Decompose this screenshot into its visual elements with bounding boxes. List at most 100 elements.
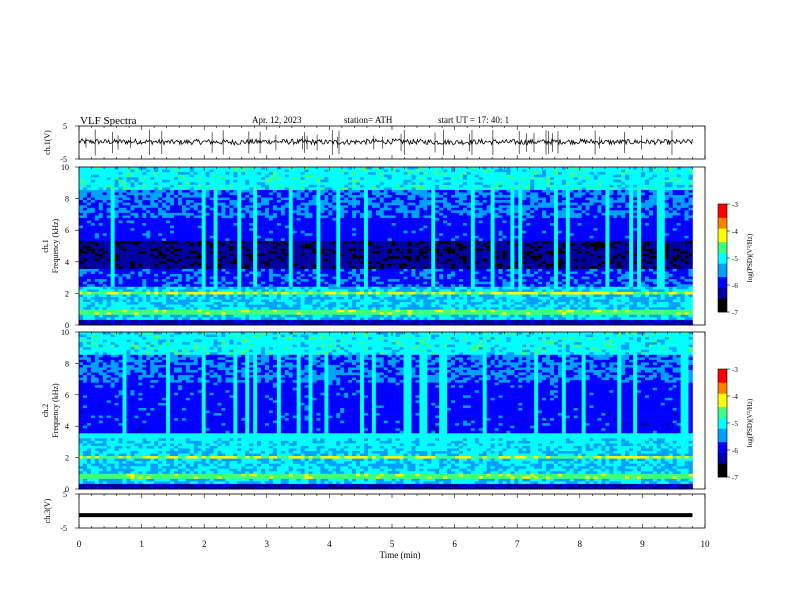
colorbar-swatch — [718, 382, 727, 386]
xtick-label: 6 — [452, 539, 457, 549]
colorbar-swatch — [718, 244, 727, 248]
figure-title: VLF Spectra — [80, 115, 137, 127]
colorbar-swatch — [718, 222, 727, 226]
ch3-waveform-frame — [78, 493, 706, 529]
colorbar-swatch — [718, 431, 727, 435]
xtick-label: 5 — [390, 539, 395, 549]
colorbar-swatch — [718, 409, 727, 413]
colorbar-swatch — [718, 385, 727, 389]
x-axis-label: Time (min) — [380, 550, 421, 560]
waveform-trace — [78, 137, 693, 146]
spectrogram-cells — [79, 167, 693, 326]
colorbar-tick-label: -3 — [732, 201, 738, 209]
date-label: Apr. 12, 2023 — [252, 115, 302, 125]
colorbar-swatch — [718, 471, 727, 475]
colorbar-swatch — [718, 274, 727, 278]
xtick-label: 1 — [139, 539, 144, 549]
colorbar-swatch — [718, 393, 727, 397]
colorbar-swatch — [718, 239, 727, 243]
xtick-label: 9 — [640, 539, 645, 549]
ytick-label: 10 — [61, 163, 69, 172]
colorbar-swatch — [718, 303, 727, 307]
colorbar-swatch — [718, 436, 727, 440]
colorbar-swatch — [718, 412, 727, 416]
colorbar-swatch — [718, 309, 727, 313]
colorbar-swatch — [718, 417, 727, 421]
colorbar-swatch — [718, 206, 727, 210]
colorbar-swatch — [718, 266, 727, 270]
colorbar-swatch — [718, 204, 727, 207]
colorbar-swatch — [718, 217, 727, 221]
colorbar-tick-label: -3 — [732, 366, 738, 374]
xtick-label: 8 — [578, 539, 583, 549]
ytick-label: 6 — [65, 391, 69, 400]
y-axis-label: ch.1(V) — [43, 130, 52, 155]
colorbar-swatch — [718, 233, 727, 237]
colorbar-swatch — [718, 460, 727, 464]
colorbar-swatch — [718, 231, 727, 234]
colorbar-swatch — [718, 455, 727, 459]
colorbar-swatch — [718, 258, 727, 261]
colorbar-swatch — [718, 285, 727, 288]
colorbar-swatch — [718, 463, 727, 467]
colorbar-swatch — [718, 287, 727, 291]
colorbar-swatch — [718, 406, 727, 410]
colorbar-swatch — [718, 371, 727, 375]
ytick-label: 5 — [63, 490, 67, 499]
colorbar-swatch — [718, 295, 727, 299]
ytick-label: 8 — [65, 359, 69, 368]
colorbar-swatch — [718, 290, 727, 294]
colorbar-swatch — [718, 374, 727, 378]
colorbar-swatch — [718, 255, 727, 259]
colorbar-swatch — [718, 241, 727, 245]
colorbar-swatch — [718, 452, 727, 456]
colorbar-swatch — [718, 268, 727, 272]
colorbar-tick-label: -6 — [732, 282, 738, 290]
colorbar-tick-label: -6 — [732, 447, 738, 455]
colorbar-swatch — [718, 228, 727, 232]
colorbar-swatch — [718, 458, 727, 462]
colorbar-swatch — [718, 282, 727, 286]
colorbar-swatch — [718, 433, 727, 437]
colorbar-swatch — [718, 423, 727, 426]
colorbar-swatch — [718, 279, 727, 283]
colorbar-swatch — [718, 447, 727, 451]
time-axis: 0 1 2 3 4 5 6 7 8 9 10 — [77, 539, 710, 549]
colorbar-label: log(PSD)(V²/Hz) — [746, 398, 754, 447]
ytick-label: 0 — [65, 321, 69, 330]
colorbar-swatch — [718, 401, 727, 405]
y-axis-label-channel: ch.2 — [41, 404, 50, 418]
start-time-label: start UT = 17: 40: 1 — [438, 115, 509, 125]
colorbar-swatch — [718, 441, 727, 445]
colorbar-swatch — [718, 377, 727, 381]
colorbar-swatch — [718, 276, 727, 280]
colorbar-swatch — [718, 236, 727, 240]
colorbar-swatch — [718, 225, 727, 229]
ch1-spectrogram-panel: 0 2 4 6 8 10 ch.1 Frequency (kHz) — [41, 163, 706, 330]
ch3-waveform-panel: 5 -5 ch.3(V) — [43, 490, 706, 533]
spectrogram-cells — [79, 332, 693, 490]
colorbar-swatch — [718, 420, 727, 424]
y-axis-label-frequency: Frequency (kHz) — [51, 383, 60, 438]
colorbar-swatch — [718, 387, 727, 391]
ytick-label: 4 — [65, 258, 69, 267]
colorbar-label: log(PSD)(V²/Hz) — [746, 233, 754, 282]
colorbar-swatch — [718, 293, 727, 297]
colorbar-swatch — [718, 425, 727, 429]
colorbar-tick-label: -5 — [732, 255, 738, 263]
colorbar-swatch — [718, 209, 727, 213]
colorbar-ch2: -3 -4 -5 -6 -7 log(PSD)(V²/Hz) — [717, 366, 754, 482]
ytick-label: 6 — [65, 226, 69, 235]
colorbar-ch1: -3 -4 -5 -6 -7 log(PSD)(V²/Hz) — [717, 201, 754, 317]
colorbar-swatch — [718, 444, 727, 448]
colorbar-swatch — [718, 414, 727, 418]
ytick-label: 10 — [61, 328, 69, 337]
ytick-label: 8 — [65, 195, 69, 204]
xtick-label: 10 — [701, 539, 711, 549]
ch2-spectrogram-panel: 0 2 4 6 8 10 ch.2 Frequency (kHz) — [41, 328, 706, 494]
xtick-label: 2 — [202, 539, 207, 549]
colorbar-tick-label: -7 — [732, 309, 738, 317]
colorbar-swatch — [718, 379, 727, 383]
colorbar-swatch — [718, 404, 727, 408]
